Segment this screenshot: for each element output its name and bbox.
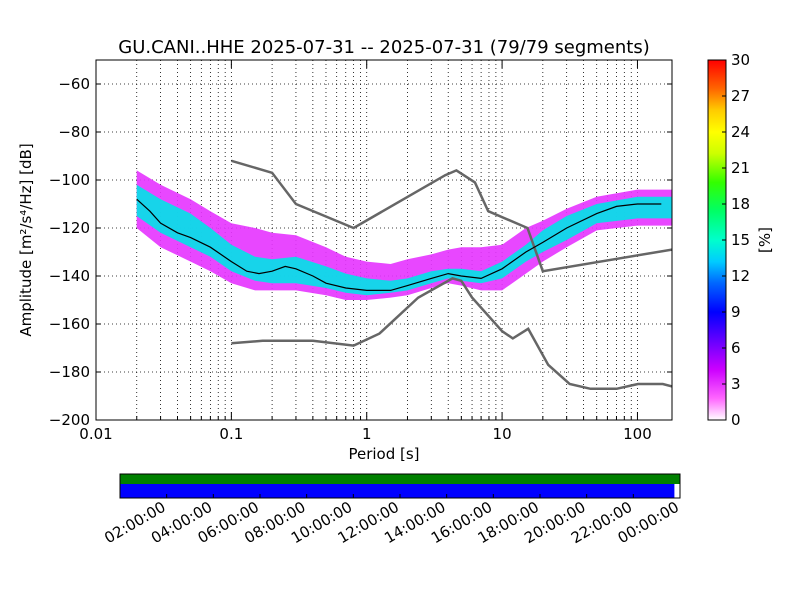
mode-line xyxy=(136,198,662,291)
colorbar-tick-label: 27 xyxy=(731,87,750,105)
colorbar-tick-label: 12 xyxy=(731,267,750,285)
y-tick-label: −80 xyxy=(58,123,90,141)
mode-curve xyxy=(136,198,662,291)
colorbar-tick-label: 3 xyxy=(731,375,741,393)
x-tick-label: 100 xyxy=(623,425,652,443)
plot-frame xyxy=(95,59,673,421)
chart-title: GU.CANI..HHE 2025-07-31 -- 2025-07-31 (7… xyxy=(118,37,649,58)
coverage-bar-blue xyxy=(120,484,675,498)
colorbar-tick-label: 0 xyxy=(731,411,741,429)
y-tick-label: −100 xyxy=(49,171,90,189)
colorbar-tick-label: 30 xyxy=(731,51,750,69)
density-band xyxy=(136,184,672,296)
low-noise-model-curve xyxy=(231,277,672,391)
noise-model-curves xyxy=(231,159,672,391)
y-tick-label: −180 xyxy=(49,363,90,381)
x-tick-label: 10 xyxy=(493,425,512,443)
y-tick-label: −60 xyxy=(58,75,90,93)
colorbar-tick-label: 9 xyxy=(731,303,741,321)
colorbar-tick-label: 21 xyxy=(731,159,750,177)
x-tick-label: 0.01 xyxy=(79,425,112,443)
colorbar-tick-label: 6 xyxy=(731,339,741,357)
colorbar-label: [%] xyxy=(756,227,774,253)
colorbar-tick-label: 18 xyxy=(731,195,750,213)
y-tick-label: −120 xyxy=(49,219,90,237)
coverage-bar-green xyxy=(120,474,680,484)
y-axis-label: Amplitude [m²/s⁴/Hz] [dB] xyxy=(17,143,35,336)
x-tick-label: 1 xyxy=(362,425,372,443)
density-heatmap xyxy=(136,170,672,300)
x-axis-label: Period [s] xyxy=(348,445,419,463)
x-axis-ticks: 0.01 0.1 1 10 100 xyxy=(79,60,652,443)
x-tick-label: 0.1 xyxy=(219,425,243,443)
high-noise-model-curve xyxy=(231,159,672,273)
colorbar-tick-label: 24 xyxy=(731,123,750,141)
y-tick-label: −160 xyxy=(49,315,90,333)
y-axis-ticks: −60 −80 −100 −120 −140 −160 −180 −200 xyxy=(49,75,672,429)
y-tick-label: −140 xyxy=(49,267,90,285)
colorbar-tick-label: 15 xyxy=(731,231,750,249)
y-tick-label: −200 xyxy=(49,411,90,429)
coverage-time-ticks: 02:00:0004:00:0006:00:0008:00:0010:00:00… xyxy=(101,494,682,547)
